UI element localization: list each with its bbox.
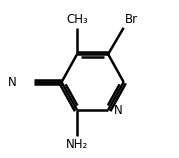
Text: Br: Br xyxy=(125,13,138,26)
Text: NH₂: NH₂ xyxy=(66,138,88,151)
Text: N: N xyxy=(8,76,16,89)
Text: N: N xyxy=(114,103,123,117)
Text: CH₃: CH₃ xyxy=(66,13,88,26)
